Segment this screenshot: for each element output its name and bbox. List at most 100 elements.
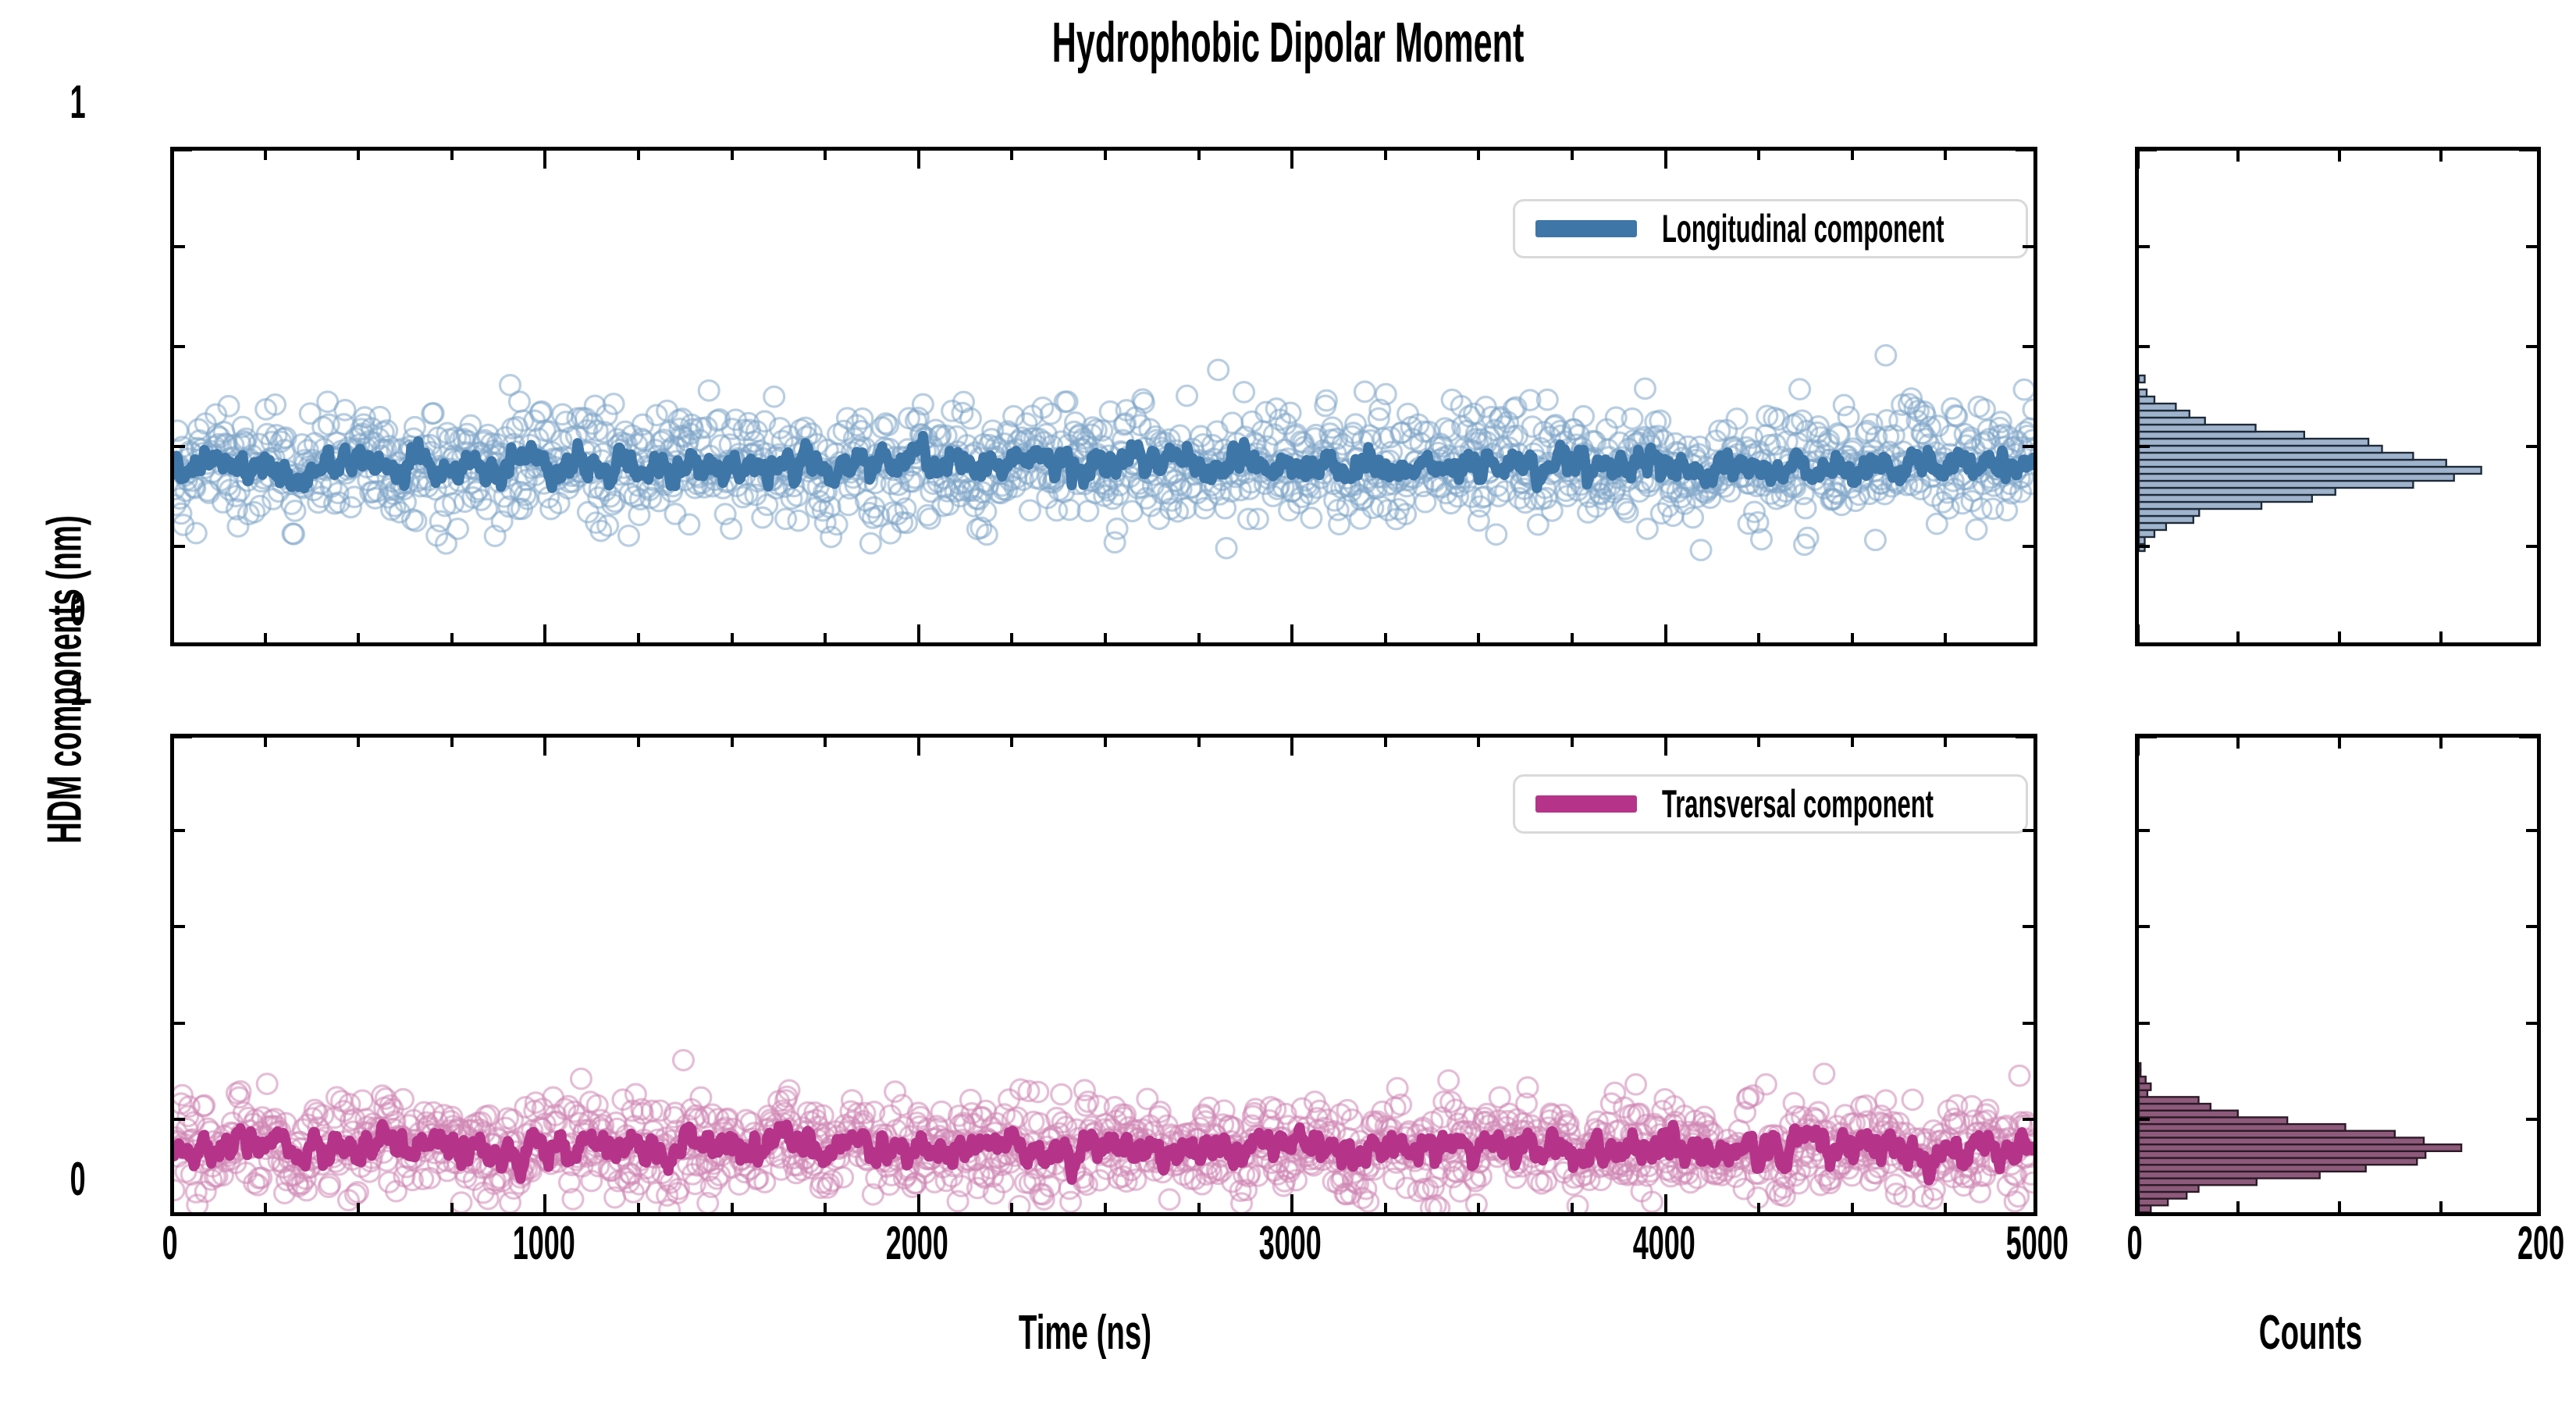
axis-tick [2236,148,2240,162]
axis-tick [730,633,734,645]
axis-tick [2034,735,2037,756]
axis-tick [1383,633,1387,645]
x-tick-label-0-text: 0 [162,1217,179,1269]
axis-tick [2137,1021,2150,1025]
axis-tick [824,735,827,747]
axis-tick [172,148,192,151]
axis-tick [1477,633,1481,645]
y-tick-label-bot-0-text: 0 [69,1153,87,1205]
axis-tick [730,148,734,160]
axis-tick [357,735,361,747]
axis-tick [2338,1201,2341,1215]
axis-tick [2137,1213,2157,1216]
axis-tick [2137,643,2157,646]
axis-tick [1197,148,1201,160]
axis-tick [172,735,192,738]
axis-tick [2526,445,2539,448]
axis-tick [2338,735,2341,749]
axis-tick [1757,735,1761,747]
axis-tick [2526,1021,2539,1025]
x-tick-label-5000-text: 5000 [2005,1217,2069,1269]
axis-tick [2016,643,2036,646]
histogram-panel-transversal [2135,734,2541,1216]
axis-tick [1197,1203,1201,1215]
axis-tick [543,1194,547,1215]
x-tick-label-2000: 2000 [800,1216,1034,1270]
axis-tick [1571,735,1574,747]
axis-tick [2538,624,2541,645]
axis-tick [2137,735,2140,756]
axis-tick [450,633,454,645]
axis-tick [2538,1194,2541,1215]
axis-tick [1104,1203,1107,1215]
legend-transversal[interactable]: Transversal component [1513,774,2028,834]
axis-tick [2016,1213,2036,1216]
axis-tick [2023,1118,2036,1122]
axis-tick [2137,545,2150,548]
page-title: Hydrophobic Dipolar Moment [1051,12,1525,74]
axis-tick [2538,735,2541,756]
legend-label-longitudinal: Longitudinal component [1662,206,2117,251]
axis-tick [1850,735,1854,747]
axis-tick [1850,1203,1854,1215]
y-tick-label-top-0-text: 0 [69,583,87,635]
axis-tick [2137,148,2140,169]
legend-label-transversal: Transversal component [1662,781,2100,827]
axis-tick [450,1203,454,1215]
axis-tick [1571,148,1574,160]
axis-tick [543,624,547,645]
axis-tick [263,735,267,747]
axis-tick [2023,245,2036,248]
x-tick-label-4000-text: 4000 [1632,1217,1695,1269]
legend-longitudinal[interactable]: Longitudinal component [1513,199,2028,258]
axis-tick [1477,148,1481,160]
axis-tick [1383,148,1387,160]
y-tick-label-top-1: 1 [0,75,156,129]
axis-tick [170,1194,173,1215]
x-tick-label-4000: 4000 [1547,1216,1781,1270]
hist-tick-label-200-text: 200 [2517,1217,2565,1269]
axis-tick [1944,1203,1948,1215]
axis-tick [637,148,640,160]
axis-tick [2137,624,2140,645]
axis-tick [2526,1118,2539,1122]
axis-tick [1010,735,1014,747]
axis-tick [450,148,454,160]
y-tick-label-bot-0: 0 [0,1152,156,1206]
histogram-panel-longitudinal [2135,147,2541,646]
axis-tick [172,1021,185,1025]
axis-tick [2519,148,2539,151]
axis-tick [2137,1118,2150,1122]
axis-tick [2137,1194,2140,1215]
axis-tick [1477,1203,1481,1215]
axis-tick [2526,245,2539,248]
axis-tick [2338,631,2341,645]
axis-tick [2236,631,2240,645]
axis-tick [2023,545,2036,548]
y-tick-label-top-0: 0 [0,582,156,636]
axis-tick [1010,1203,1014,1215]
axis-tick [172,643,192,646]
axis-tick [1757,633,1761,645]
axis-tick [2439,631,2443,645]
axis-tick [824,148,827,160]
axis-tick [730,1203,734,1215]
axis-tick [730,735,734,747]
axis-tick [2526,345,2539,348]
axis-tick [1663,735,1667,756]
axis-tick [1850,633,1854,645]
axis-tick [1290,624,1294,645]
axis-tick [2439,1201,2443,1215]
axis-tick [916,624,920,645]
axis-tick [1010,633,1014,645]
axis-tick [172,828,185,832]
axis-tick [263,148,267,160]
axis-tick [2034,148,2037,169]
axis-tick [1944,735,1948,747]
axis-tick [1944,633,1948,645]
axis-tick [2137,245,2150,248]
axis-tick [172,1213,192,1216]
axis-tick [2023,345,2036,348]
legend-text-transversal: Transversal component [1662,782,1934,826]
